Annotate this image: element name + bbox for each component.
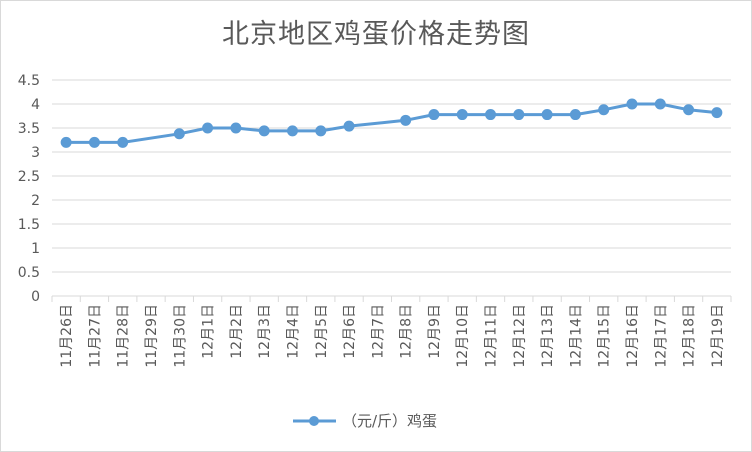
- x-tick-label: 11月27日: [87, 304, 103, 368]
- x-tick-label: 12月19日: [710, 304, 726, 368]
- y-tick-label: 2: [31, 193, 40, 209]
- data-point: [569, 109, 581, 121]
- y-axis: 0 0.5 1 1.5 2 2.5 3 3.5 4 4.5: [18, 73, 40, 305]
- x-tick-label: 12月3日: [257, 304, 273, 359]
- x-tick-label: 12月5日: [314, 304, 330, 359]
- data-point: [88, 136, 100, 148]
- data-point: [456, 109, 468, 121]
- x-tick-label: 12月6日: [342, 304, 358, 359]
- y-tick-label: 1.5: [18, 217, 40, 233]
- data-point: [485, 109, 497, 121]
- data-point: [626, 98, 638, 110]
- data-point: [400, 114, 412, 126]
- x-tick-label: 12月4日: [285, 304, 301, 359]
- data-point: [343, 120, 355, 132]
- data-point: [541, 109, 553, 121]
- data-point: [173, 128, 185, 140]
- data-point: [654, 98, 666, 110]
- y-tick-label: 4.5: [18, 73, 40, 89]
- x-axis: 11月26日 11月27日 11月28日 11月29日 11月30日 12月1日 12月2日…: [51, 296, 732, 368]
- data-point: [428, 109, 440, 121]
- x-tick-label: 12月13日: [540, 304, 556, 368]
- chart-title: 北京地区鸡蛋价格走势图: [222, 19, 530, 50]
- x-tick-label: 12月7日: [370, 304, 386, 359]
- data-point: [711, 107, 723, 119]
- series-group: [60, 98, 723, 148]
- data-point: [315, 125, 327, 137]
- data-point: [286, 125, 298, 137]
- x-tick-label: 12月17日: [653, 304, 669, 368]
- x-tick-label: 12月18日: [682, 304, 698, 368]
- y-tick-label: 0: [31, 289, 40, 305]
- data-point: [60, 136, 72, 148]
- data-point: [598, 104, 610, 116]
- x-tick-label: 11月28日: [116, 304, 132, 368]
- x-tick-label: 11月30日: [172, 304, 188, 368]
- series-line: [66, 102, 718, 144]
- x-tick-label: 12月8日: [399, 304, 415, 359]
- data-point: [513, 109, 525, 121]
- x-tick-label: 12月2日: [229, 304, 245, 359]
- y-tick-label: 1: [31, 241, 40, 257]
- y-tick-label: 3.5: [18, 121, 40, 137]
- y-tick-label: 0.5: [18, 265, 40, 281]
- data-point: [258, 125, 270, 137]
- data-point: [683, 104, 695, 116]
- data-point: [117, 136, 129, 148]
- x-tick-label: 11月26日: [59, 304, 75, 368]
- legend-marker: [309, 416, 319, 426]
- x-tick-label: 12月12日: [512, 304, 528, 368]
- x-tick-label: 12月11日: [484, 304, 500, 368]
- data-point: [202, 122, 214, 134]
- legend: （元/斤）鸡蛋: [293, 412, 437, 430]
- y-tick-label: 2.5: [18, 169, 40, 185]
- x-tick-label: 12月1日: [201, 304, 217, 359]
- x-tick-label: 12月16日: [625, 304, 641, 368]
- x-tick-label: 12月14日: [568, 304, 584, 368]
- data-point: [230, 122, 242, 134]
- x-tick-label: 12月10日: [455, 304, 471, 368]
- x-tick-label: 12月15日: [597, 304, 613, 368]
- legend-label: （元/斤）鸡蛋: [342, 412, 437, 430]
- x-tick-label: 11月29日: [144, 304, 160, 368]
- y-tick-label: 4: [31, 97, 40, 113]
- y-tick-label: 3: [31, 145, 40, 161]
- gridlines: [52, 79, 731, 297]
- x-tick-label: 12月9日: [427, 304, 443, 359]
